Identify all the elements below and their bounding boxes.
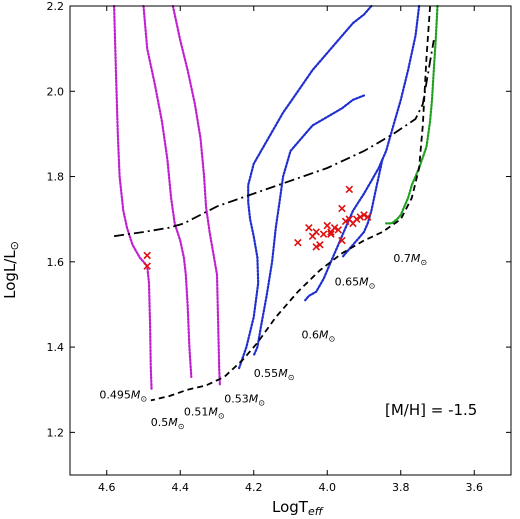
- mass-label-unit: M: [208, 405, 218, 418]
- mass-label-value: 0.495: [99, 388, 130, 401]
- mass-label: 0.51M⊙: [184, 405, 225, 420]
- x-tick-label: 4.4: [172, 481, 190, 494]
- mass-label-value: 0.65: [335, 275, 360, 288]
- x-tick-label: 4.2: [245, 481, 263, 494]
- y-axis-label-main: LogL/L: [1, 250, 19, 299]
- observed-point: [143, 251, 151, 260]
- x-axis-label-sub: eff: [308, 505, 324, 518]
- observed-point: [312, 228, 320, 236]
- mass-label-unit: M: [319, 329, 329, 342]
- observed-point: [319, 230, 328, 238]
- mass-label-unit: M: [168, 416, 178, 429]
- observed-point: [323, 221, 332, 230]
- mass-label: 0.55M⊙: [254, 367, 295, 382]
- track-1: [142, 4, 193, 378]
- observed-point: [356, 213, 365, 221]
- observed-point: [316, 240, 324, 249]
- dashdot-line: [113, 39, 435, 238]
- mass-label: 0.6M⊙: [302, 329, 336, 344]
- track-7: [385, 4, 439, 225]
- x-tick-label: 4.0: [319, 481, 337, 494]
- y-tick-label: 2.0: [47, 85, 65, 98]
- mass-label-value: 0.51: [184, 405, 209, 418]
- mass-label-unit: M: [131, 388, 141, 401]
- y-tick-label: 1.6: [47, 256, 65, 269]
- mass-label-sym: ⊙: [369, 281, 376, 290]
- mass-label-sym: ⊙: [178, 422, 185, 431]
- mass-label-value: 0.53: [224, 393, 249, 406]
- mass-label-value: 0.55: [254, 367, 279, 380]
- track-3: [237, 4, 373, 370]
- x-axis-label: LogTeff: [272, 498, 324, 518]
- observed-point: [338, 204, 346, 213]
- y-axis-label: LogL/L⊙: [1, 241, 21, 299]
- mass-label-sym: ⊙: [329, 335, 336, 344]
- metallicity-annotation: [M/H] = -1.5: [385, 401, 477, 419]
- track-0: [113, 4, 153, 391]
- mass-label-value: 0.6: [302, 329, 320, 342]
- mass-label-sym: ⊙: [140, 394, 147, 403]
- mass-label: 0.65M⊙: [335, 275, 376, 290]
- mass-label: 0.495M⊙: [99, 388, 147, 403]
- y-tick-label: 1.8: [47, 171, 65, 184]
- observed-point: [363, 213, 372, 221]
- mass-labels: 0.495M⊙0.5M⊙0.51M⊙0.53M⊙0.55M⊙0.6M⊙0.65M…: [99, 252, 427, 431]
- x-tick-label: 3.6: [466, 481, 484, 494]
- mass-label: 0.5M⊙: [151, 416, 185, 431]
- observed-point: [345, 185, 354, 194]
- track-4: [252, 94, 366, 357]
- observed-point: [330, 223, 339, 232]
- y-tick-label: 1.2: [47, 426, 65, 439]
- observed-point: [294, 238, 302, 247]
- mass-label-unit: M: [411, 252, 421, 265]
- mass-label-sym: ⊙: [288, 373, 295, 382]
- mass-label-unit: M: [359, 275, 369, 288]
- mass-label-sym: ⊙: [420, 258, 427, 267]
- mass-label-value: 0.5: [151, 416, 169, 429]
- ticks: 4.6 4.4 4.2 4.0 3.8 3.6 1.2 1.4 1.6 1.8 2.0 2.2: [47, 0, 511, 494]
- track-6: [340, 158, 384, 259]
- mass-label: 0.53M⊙: [224, 393, 265, 408]
- track-5: [304, 4, 421, 302]
- y-tick-label: 1.4: [47, 341, 65, 354]
- observed-points: [143, 185, 372, 270]
- tracks-layer: [113, 4, 439, 391]
- mass-label-sym: ⊙: [218, 411, 225, 420]
- observed-point: [334, 226, 343, 234]
- dashed-line: [150, 5, 431, 402]
- observed-point: [352, 215, 361, 223]
- observed-point: [305, 223, 313, 232]
- mass-label: 0.7M⊙: [393, 252, 427, 267]
- y-axis-label-sym: ⊙: [8, 241, 21, 250]
- observed-point: [312, 243, 320, 251]
- x-tick-label: 4.6: [98, 481, 116, 494]
- observed-point: [327, 230, 335, 238]
- observed-point: [360, 211, 368, 219]
- mass-label-unit: M: [249, 393, 259, 406]
- mass-label-sym: ⊙: [258, 399, 265, 408]
- y-tick-label: 2.2: [47, 0, 65, 13]
- x-axis-label-main: LogT: [272, 498, 309, 516]
- observed-point: [338, 236, 346, 245]
- boundary-lines: [113, 5, 435, 402]
- mass-label-value: 0.7: [393, 252, 411, 265]
- observed-point: [341, 217, 350, 226]
- mass-label-unit: M: [278, 367, 288, 380]
- observed-point: [143, 262, 151, 270]
- track-2: [171, 4, 221, 387]
- x-tick-label: 3.8: [392, 481, 410, 494]
- plot-frame: [69, 5, 512, 476]
